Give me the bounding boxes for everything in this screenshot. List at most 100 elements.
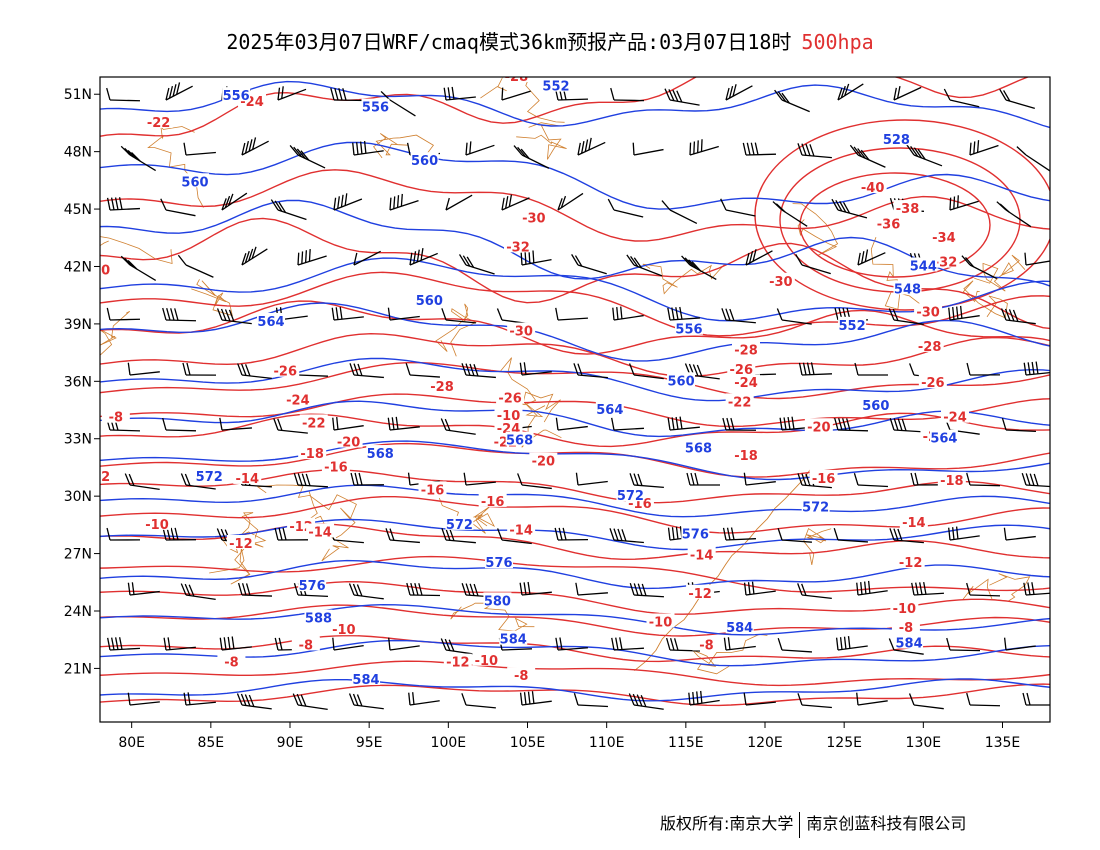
wind-barb [1023, 582, 1050, 596]
lon-label: 90E [277, 735, 304, 751]
label-mask [181, 173, 209, 188]
wind-barb [857, 249, 886, 266]
label-mask [687, 546, 716, 561]
temperature-isotherm [100, 271, 1050, 337]
height-label: 560 [668, 374, 695, 389]
label-mask [505, 431, 534, 446]
border-line [373, 133, 434, 159]
label-mask [893, 280, 922, 295]
wind-barb [688, 690, 720, 706]
border-line [692, 633, 768, 675]
label-mask [507, 322, 536, 337]
label-mask [334, 433, 363, 448]
temperature-label: -8 [514, 669, 528, 684]
lon-label: 135E [985, 735, 1021, 751]
footer-left: 版权所有:南京大学 [660, 814, 794, 833]
label-mask [882, 131, 911, 146]
wind-barb [409, 248, 438, 266]
wind-barb [106, 307, 141, 321]
temperature-label: -40 [861, 181, 885, 196]
label-mask [472, 651, 501, 666]
lat-label: 33N [64, 432, 92, 448]
wind-barb [776, 308, 812, 325]
title-text: 2025年03月07日WRF/cmaq模式36km预报产品:03月07日18时 [226, 30, 792, 54]
label-mask [222, 87, 251, 102]
plot-frame [99, 76, 1051, 723]
label-mask [529, 452, 558, 467]
temperature-label: -16 [324, 460, 348, 475]
wind-barb [612, 306, 644, 321]
title-level: 500hpa [801, 30, 874, 54]
wind-barb [632, 142, 664, 156]
wind-barb [721, 308, 756, 324]
height-contour [100, 678, 1050, 702]
temperature-label: -22 [147, 116, 171, 131]
label-mask [226, 535, 255, 550]
wind-barb [241, 137, 269, 156]
wind-barb [406, 582, 441, 597]
wind-barb [966, 362, 1001, 376]
temperature-label: -10 [497, 409, 521, 424]
temperature-label: -16 [812, 472, 836, 487]
label-mask [937, 471, 966, 486]
lon-label: 110E [589, 735, 625, 751]
wind-barb [555, 637, 588, 651]
wind-barb [458, 254, 495, 275]
height-contour [100, 199, 1050, 287]
wind-barb [554, 527, 589, 541]
wind-barb [127, 692, 160, 706]
wind-barb [573, 692, 608, 708]
height-label: 560 [181, 175, 208, 190]
label-mask [507, 667, 536, 682]
axes: 80E 85E 90E 95E 100E 105E 110E 115E 120E 125E 130E… [64, 87, 1021, 751]
wind-barb [519, 362, 552, 376]
wind-barb [221, 192, 248, 211]
label-mask [496, 389, 525, 404]
wind-barb [555, 307, 588, 321]
border-line [974, 254, 1026, 292]
wind-barb [629, 583, 664, 598]
wind-barb [665, 637, 701, 652]
wind-barb [610, 87, 645, 102]
wind-barb [969, 140, 999, 156]
lat-label: 48N [64, 145, 92, 161]
temperature-label: -12 [688, 587, 712, 602]
temperature-label: -24 [286, 393, 310, 408]
label-mask [504, 238, 532, 253]
wind-barb [611, 637, 644, 651]
label-mask [298, 577, 327, 592]
wind-barb [943, 88, 980, 108]
wind-barb [388, 637, 420, 651]
lat-label: 42N [64, 259, 92, 275]
temperature-label: -10 [893, 602, 917, 617]
wind-barb [798, 362, 833, 376]
wind-barb [127, 582, 160, 596]
label-mask [725, 619, 754, 634]
height-label: 564 [596, 403, 623, 418]
height-label: 556 [675, 323, 702, 338]
wind-barb [408, 692, 440, 706]
wind-barb [999, 88, 1035, 110]
wind-barb [946, 637, 981, 652]
temperature-label: -24 [734, 376, 758, 391]
wind-barb [440, 638, 476, 655]
wind-barb [966, 472, 1001, 487]
height-label: 544 [910, 259, 937, 274]
wind-barb [667, 416, 700, 431]
wind-barb [681, 255, 717, 281]
border-line [642, 263, 725, 295]
border-line [480, 77, 565, 123]
label-mask [502, 77, 531, 82]
wind-barb [332, 417, 364, 431]
wind-barb [743, 581, 776, 596]
temperature-label: -24 [943, 411, 967, 426]
wind-barb [162, 417, 197, 432]
wind-barb [628, 363, 664, 380]
wind-barb [996, 201, 1032, 228]
temperature-label: -10 [332, 623, 356, 638]
lon-label: 130E [906, 735, 942, 751]
lat-label: 36N [64, 374, 92, 390]
wind-barb [743, 472, 776, 486]
temperature-label: -26 [730, 363, 754, 378]
